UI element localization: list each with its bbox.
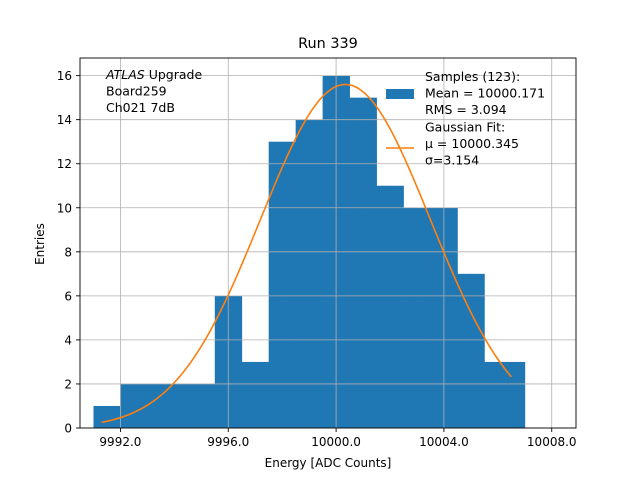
histogram-bar (484, 361, 499, 428)
x-tick-label: 9996.0 (207, 435, 249, 449)
histogram-bar (187, 383, 202, 428)
axes-frame (79, 57, 577, 429)
histogram-bar (511, 361, 526, 428)
histogram-bar (201, 383, 216, 428)
histogram-bar (268, 141, 283, 428)
histogram-bar (228, 295, 243, 428)
y-tick-label: 6 (64, 289, 72, 303)
histogram-bar (470, 273, 485, 428)
legend-entry-text: Gaussian Fit: (425, 120, 505, 135)
legend-entry-text: RMS = 3.094 (425, 102, 507, 117)
histogram-bar (214, 295, 229, 428)
histogram-bar (93, 405, 108, 428)
histogram-bar (457, 273, 472, 428)
y-tick-label: 16 (57, 69, 72, 83)
histogram-bar (416, 207, 431, 428)
x-tick-label: 10004.0 (419, 435, 469, 449)
histogram-bar (160, 383, 175, 428)
y-tick-label: 10 (57, 201, 72, 215)
gaussian-fit-line (101, 83, 512, 424)
histogram-bar (497, 361, 512, 428)
histogram-bar (133, 383, 148, 428)
y-tick-label: 12 (57, 157, 72, 171)
histogram-bar (295, 119, 310, 429)
legend-entry-text: Samples (123): (425, 69, 520, 84)
histogram-bar (430, 207, 445, 428)
y-tick-label: 14 (57, 113, 72, 127)
legend: Samples (123): Mean = 10000.171 RMS = 3.… (386, 69, 545, 168)
y-tick-label: 0 (64, 422, 72, 436)
y-tick-label: 4 (64, 333, 72, 347)
histogram-bar (282, 141, 297, 428)
chart-title: Run 339 (298, 36, 358, 52)
histogram-bar (120, 383, 135, 428)
y-tick-label: 2 (64, 377, 72, 391)
legend-histogram-swatch (386, 89, 414, 99)
y-axis-label: Entries (33, 223, 47, 265)
x-tick-label: 10008.0 (527, 435, 577, 449)
legend-entry-text: μ = 10000.345 (425, 136, 519, 151)
histogram-bar (390, 185, 404, 428)
histogram-bar (363, 97, 377, 429)
x-tick-label: 10000.0 (311, 435, 361, 449)
legend-entry-text: Mean = 10000.171 (425, 86, 545, 101)
annotation-line: Ch021 7dB (106, 100, 175, 115)
annotation-line: Board259 (106, 84, 167, 99)
y-tick-label: 8 (64, 245, 72, 259)
histogram-bar (106, 405, 121, 428)
histogram-bar (255, 361, 270, 428)
histogram-bar (349, 97, 364, 429)
annotation-line: ATLAS Upgrade (105, 67, 202, 82)
annotation-text: ATLAS Upgrade Board259 Ch021 7dB (105, 67, 202, 115)
histogram-bar (403, 207, 418, 428)
histogram-bar (241, 361, 256, 428)
legend-entry-text: σ=3.154 (425, 153, 479, 168)
x-axis-label: Energy [ADC Counts] (265, 456, 392, 470)
x-tick-label: 9992.0 (99, 435, 141, 449)
histogram-bar (443, 207, 458, 428)
histogram-bar (309, 119, 324, 429)
histogram-bar (174, 383, 189, 428)
plot-area (76, 57, 577, 432)
histogram-bar (376, 185, 391, 428)
histogram-bar (147, 383, 162, 428)
